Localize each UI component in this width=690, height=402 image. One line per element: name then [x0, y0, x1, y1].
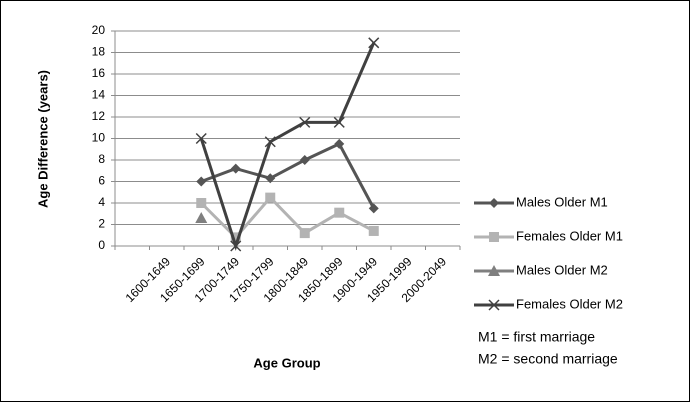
data-point — [230, 232, 241, 243]
data-point — [195, 132, 207, 145]
series-line — [199, 42, 376, 251]
legend-label: Females Older M1 — [516, 228, 623, 243]
data-point — [334, 138, 345, 149]
y-tick-label: 14 — [92, 88, 106, 102]
annotation: M1 = first marriage — [478, 329, 595, 345]
legend-label: Females Older M2 — [516, 296, 623, 311]
legend-marker — [488, 265, 500, 276]
data-point — [299, 116, 311, 128]
y-tick-label: 8 — [98, 152, 105, 166]
data-point — [333, 116, 345, 128]
data-point — [230, 163, 241, 174]
data-point — [196, 176, 207, 187]
data-point — [368, 37, 380, 49]
y-tick-label: 12 — [92, 109, 106, 123]
y-tick-label: 18 — [92, 45, 106, 59]
data-point — [265, 173, 276, 184]
y-axis-label: Age Difference (years) — [35, 70, 50, 208]
data-point — [265, 192, 276, 203]
y-tick-label: 4 — [98, 195, 105, 209]
data-point — [196, 198, 207, 208]
y-tick-label: 20 — [92, 23, 106, 37]
legend-marker — [489, 232, 499, 242]
legend-label: Males Older M1 — [516, 194, 608, 209]
legend-label: Males Older M2 — [516, 262, 608, 277]
y-tick-label: 2 — [98, 217, 105, 231]
data-point — [299, 228, 310, 239]
data-point — [264, 136, 276, 148]
data-point — [334, 207, 345, 218]
data-point — [368, 225, 379, 236]
y-tick-label: 0 — [98, 238, 105, 252]
data-point — [195, 212, 208, 224]
series-line — [200, 141, 376, 210]
x-axis-label: Age Group — [253, 355, 320, 370]
legend-marker — [489, 198, 499, 208]
data-point — [299, 155, 310, 165]
data-point — [368, 203, 379, 214]
legend-marker — [488, 299, 500, 311]
y-tick-label: 6 — [98, 174, 105, 188]
data-point — [230, 240, 242, 252]
y-tick-label: 16 — [92, 66, 106, 80]
annotation: M2 = second marriage — [478, 351, 618, 367]
y-tick-label: 10 — [92, 131, 106, 145]
